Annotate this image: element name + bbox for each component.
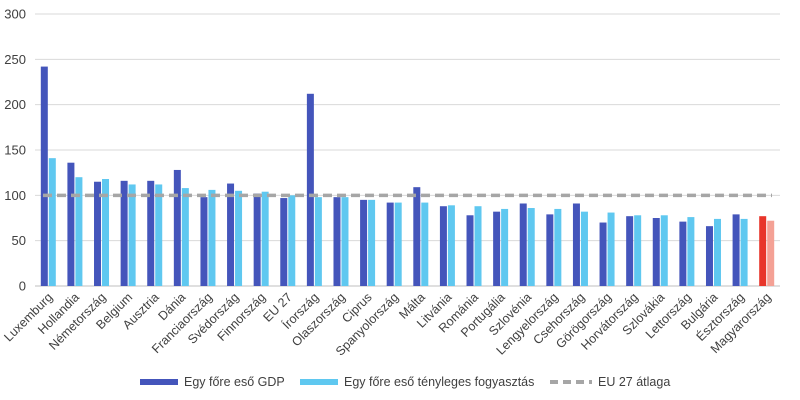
bar-gdp [227, 183, 235, 286]
bar-consumption [208, 189, 216, 286]
legend-label-gdp: Egy főre eső GDP [184, 375, 285, 389]
bar-consumption [128, 184, 136, 286]
bar-consumption [607, 212, 615, 286]
bar-gdp [546, 214, 554, 286]
bar-gdp [40, 66, 48, 286]
bar-gdp [759, 216, 767, 286]
bar-gdp [439, 206, 447, 286]
legend: Egy főre eső GDP Egy főre eső tényleges … [140, 375, 670, 389]
bar-consumption [713, 218, 721, 286]
bar-gdp [466, 215, 474, 286]
bar-consumption [580, 211, 588, 286]
x-axis-labels: LuxemburgHollandiaNémetországBelgiumAusz… [1, 289, 774, 358]
bar-gdp [652, 218, 660, 286]
bar-consumption [341, 197, 349, 286]
bar-gdp [253, 193, 261, 286]
bar-gdp [333, 197, 341, 286]
y-tick-label: 0 [19, 279, 26, 294]
bar-consumption [48, 158, 56, 286]
bar-consumption [501, 208, 509, 286]
bar-consumption [660, 215, 668, 286]
bar-gdp [386, 202, 394, 286]
bar-consumption [474, 206, 482, 286]
bar-consumption [394, 202, 402, 286]
bar-gdp [147, 180, 155, 286]
bar-gdp [94, 181, 102, 286]
bar-gdp [280, 198, 288, 286]
bar-consumption [634, 215, 642, 286]
grid-lines [35, 13, 780, 287]
bar-consumption [288, 195, 296, 286]
bar-gdp [200, 197, 208, 286]
bar-gdp [306, 93, 314, 286]
bar-gdp [572, 203, 580, 286]
bar-gdp [732, 214, 740, 286]
bar-gdp [626, 216, 634, 286]
bar-consumption [527, 208, 535, 286]
legend-label-average: EU 27 átlaga [598, 375, 670, 389]
bar-gdp [67, 162, 75, 286]
y-tick-label: 200 [4, 97, 26, 112]
y-tick-label: 300 [4, 7, 26, 22]
y-axis-ticks: 0 50 100 150 200 250 300 [4, 7, 26, 294]
bar-consumption [155, 184, 163, 286]
y-tick-label: 150 [4, 143, 26, 158]
bar-gdp [519, 203, 527, 286]
bar-consumption [181, 188, 189, 286]
bar-consumption [687, 217, 695, 286]
bar-consumption [421, 202, 429, 286]
bars [40, 66, 775, 286]
y-tick-label: 50 [12, 233, 26, 248]
bar-gdp [599, 222, 607, 286]
bar-consumption [235, 190, 243, 286]
bar-gdp [413, 187, 421, 286]
legend-label-consumption: Egy főre eső tényleges fogyasztás [344, 375, 534, 389]
bar-gdp [679, 221, 687, 286]
bar-gdp [705, 226, 713, 286]
bar-consumption [102, 179, 110, 286]
bar-gdp [173, 169, 181, 286]
bar-consumption [261, 191, 269, 286]
bar-consumption [314, 197, 322, 286]
bar-gdp [493, 211, 501, 286]
bar-gdp [360, 199, 368, 286]
bar-gdp [120, 180, 128, 286]
bar-consumption [447, 205, 455, 286]
bar-consumption [767, 220, 775, 286]
bar-consumption [368, 199, 376, 286]
y-tick-label: 100 [4, 188, 26, 203]
y-tick-label: 250 [4, 52, 26, 67]
bar-consumption [554, 208, 562, 286]
bar-consumption [75, 177, 83, 286]
bar-consumption [740, 218, 748, 286]
